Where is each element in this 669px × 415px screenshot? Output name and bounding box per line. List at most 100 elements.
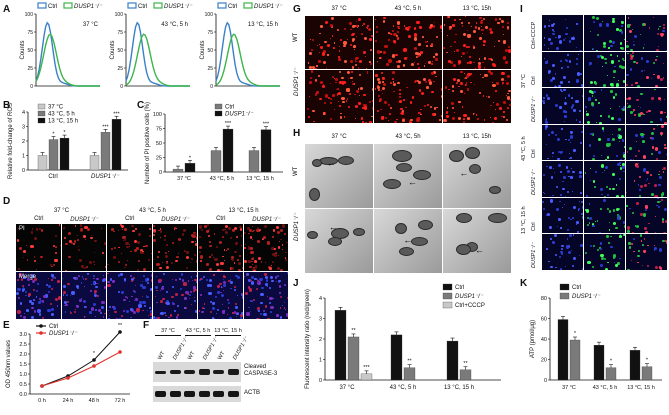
cell-speck [612, 254, 617, 258]
cell-speck [411, 63, 415, 66]
cell-speck [569, 157, 571, 159]
cell-speck [286, 313, 288, 317]
cell-speck [641, 264, 644, 267]
cell-speck [75, 305, 79, 309]
cell-speck [589, 64, 591, 66]
cell-speck [478, 62, 482, 66]
cell-speck [621, 194, 625, 197]
cell-speck [618, 140, 621, 143]
axis-tick-label: 0 [159, 170, 162, 176]
cell-speck [552, 63, 556, 67]
cell-speck [220, 291, 223, 294]
cell-speck [325, 94, 329, 98]
panel-label-d: D [3, 196, 11, 207]
cell-speck [227, 248, 230, 251]
cell-speck [248, 306, 250, 309]
cell-speck [309, 80, 312, 84]
cell-speck [271, 246, 275, 250]
cell-speck [420, 113, 422, 115]
x-tick-label: 72 h [115, 398, 126, 404]
cell-speck [554, 103, 559, 107]
cell-speck [132, 276, 135, 279]
axis-tick-label: 25 [156, 156, 162, 162]
cell-speck [645, 231, 649, 233]
cell-speck [575, 63, 578, 65]
cell-speck [624, 224, 625, 229]
cell-speck [551, 77, 555, 80]
cell-speck [473, 46, 476, 49]
hist-condition: 43 °C, 5 h [161, 22, 188, 28]
lane-label: WT [157, 350, 167, 361]
cell-speck [626, 84, 629, 87]
cell-speck [399, 99, 403, 103]
cell-speck [610, 60, 614, 64]
cell-speck [343, 116, 346, 118]
cell-speck [128, 301, 130, 303]
cell-speck [183, 250, 186, 253]
cell-speck [211, 254, 213, 256]
bar-1 [222, 128, 234, 173]
cell-speck [600, 253, 604, 258]
cell-speck [258, 229, 262, 232]
cell-speck [99, 312, 103, 315]
cell-speck [121, 315, 124, 317]
cell-speck [382, 83, 386, 87]
cell-speck [617, 80, 620, 82]
cell-speck [413, 33, 418, 37]
cell-speck [620, 31, 624, 34]
cell-speck [143, 304, 146, 307]
cell-speck [569, 234, 573, 238]
cell-speck [193, 285, 195, 287]
cell-speck [464, 78, 466, 80]
bar-0 [89, 155, 100, 171]
bar-0 [248, 150, 260, 173]
cell-speck [654, 194, 658, 197]
hist-tick-label: 100 [25, 12, 34, 18]
cell-speck [654, 232, 657, 233]
cell-speck [633, 180, 636, 182]
cell-speck [113, 256, 116, 259]
cell-speck [149, 235, 151, 237]
cell-speck [403, 48, 407, 52]
cell-speck [39, 298, 42, 300]
cell-speck [351, 82, 355, 86]
cell-speck [376, 25, 378, 28]
cell-speck [578, 254, 581, 257]
cell-speck [322, 84, 326, 89]
cell-speck [493, 45, 495, 47]
cell-speck [278, 279, 281, 282]
legend-swatch [442, 292, 453, 300]
cell-speck [659, 99, 662, 102]
cell-speck [555, 267, 557, 269]
cell-speck [358, 95, 360, 97]
cell-speck [335, 81, 337, 84]
cell-speck [307, 116, 310, 119]
cell-speck [458, 63, 461, 66]
cell-speck [642, 47, 645, 49]
cell-speck [111, 228, 114, 231]
cell-speck [249, 265, 252, 269]
cell-speck [28, 293, 31, 296]
cell-speck [590, 133, 593, 136]
cell-speck [609, 245, 613, 249]
cell-speck [30, 315, 35, 319]
hist-tick-label: 50 [207, 48, 213, 54]
cell-speck [458, 85, 460, 88]
cell-speck [164, 311, 167, 315]
cell-speck [209, 300, 212, 303]
mitochondrion [382, 179, 401, 190]
cell-speck [600, 207, 602, 210]
cell-speck [618, 106, 620, 108]
cell-speck [23, 277, 25, 279]
cell-speck [446, 107, 449, 110]
hist-tick-label: 75 [207, 30, 213, 36]
cell-speck [542, 191, 545, 194]
cell-speck [213, 301, 216, 304]
cell-speck [391, 29, 393, 31]
cell-speck [47, 308, 51, 313]
cell-speck [192, 234, 196, 239]
cell-speck [629, 208, 631, 210]
cell-speck [418, 112, 421, 114]
axis-tick-label: 1.0 [19, 372, 27, 378]
